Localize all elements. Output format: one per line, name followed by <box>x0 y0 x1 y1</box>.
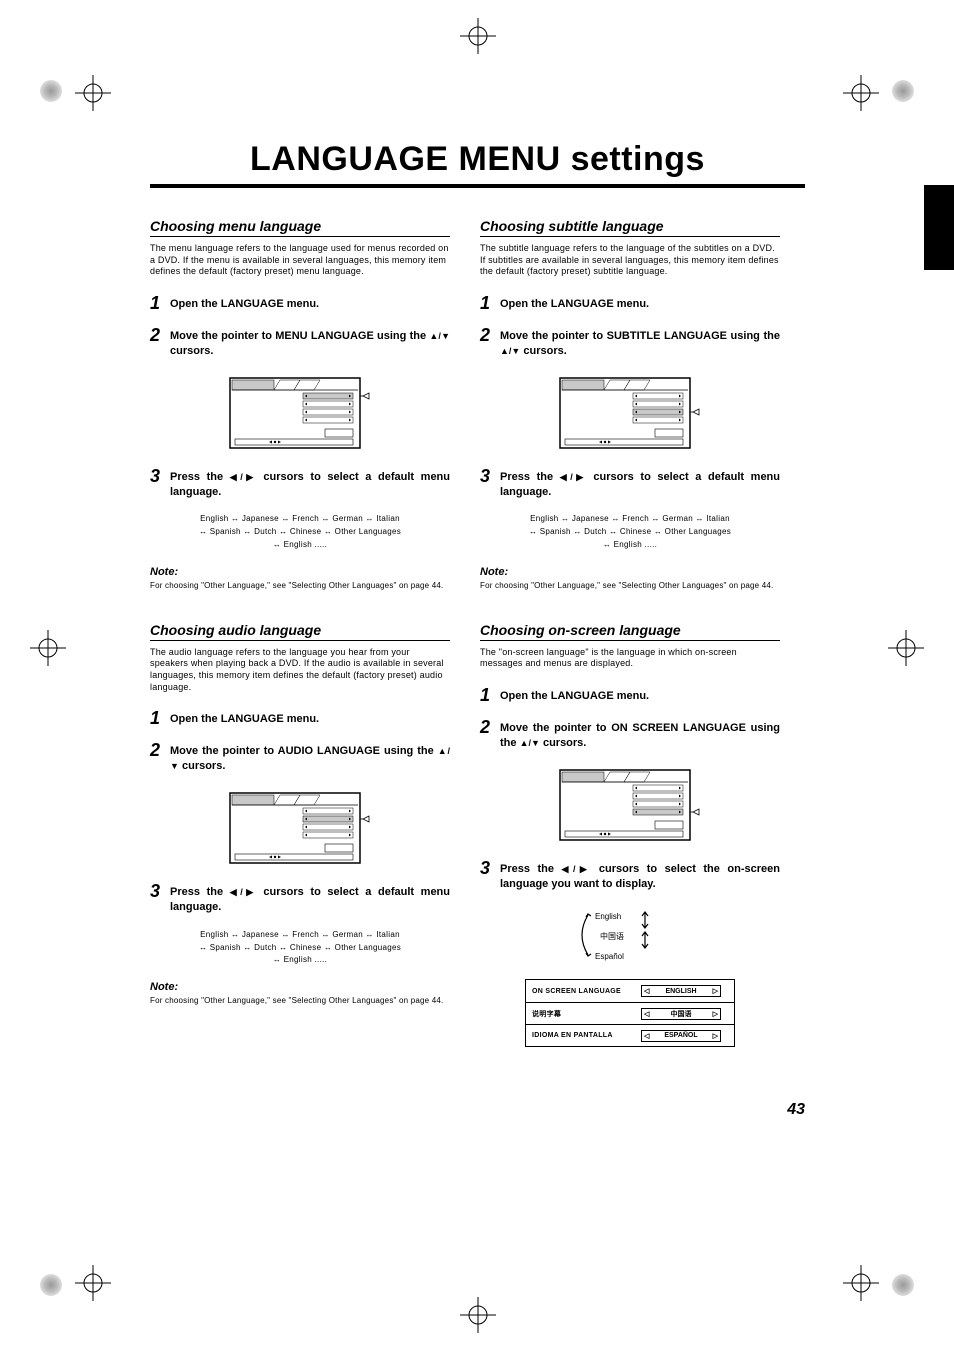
step-number: 2 <box>150 741 164 759</box>
step: 2 Move the pointer to MENU LANGUAGE usin… <box>150 326 450 359</box>
section-sub-menu: The menu language refers to the language… <box>150 243 450 278</box>
step-text: Press the ◀/▶ cursors to select a defaul… <box>170 467 450 500</box>
right-column: Choosing subtitle language The subtitle … <box>480 218 780 1051</box>
step-number: 1 <box>150 709 164 727</box>
step-number: 3 <box>480 467 494 485</box>
osl-value: ◁ESPAÑOL▷ <box>641 1030 721 1042</box>
menu-diagram <box>480 765 780 845</box>
note-heading: Note: <box>480 566 780 578</box>
step-text: Move the pointer to AUDIO LANGUAGE using… <box>170 741 450 774</box>
crop-dot <box>40 80 62 102</box>
note-heading: Note: <box>150 981 450 993</box>
title-rule <box>150 184 805 188</box>
step: 2 Move the pointer to AUDIO LANGUAGE usi… <box>150 741 450 774</box>
menu-diagram <box>150 788 450 868</box>
table-row: IDIOMA EN PANTALLA ◁ESPAÑOL▷ <box>526 1024 734 1046</box>
title-light: settings <box>571 140 705 178</box>
updown-icon: ▲/▼ <box>429 331 450 341</box>
step-text: Move the pointer to MENU LANGUAGE using … <box>170 326 450 359</box>
note-heading: Note: <box>150 566 450 578</box>
step-number: 3 <box>150 882 164 900</box>
svg-text:Español: Español <box>595 952 624 961</box>
onscreen-cycle: English 中国语 Español <box>480 905 780 965</box>
step-number: 1 <box>480 294 494 312</box>
step: 3 Press the ◀/▶ cursors to select a defa… <box>150 882 450 915</box>
step: 3 Press the ◀/▶ cursors to select the on… <box>480 859 780 892</box>
step: 1 Open the LANGUAGE menu. <box>150 294 450 312</box>
osl-value: ◁ENGLISH▷ <box>641 985 721 997</box>
step: 1 Open the LANGUAGE menu. <box>480 294 780 312</box>
step-number: 3 <box>150 467 164 485</box>
registration-mark <box>843 1265 879 1301</box>
svg-text:English: English <box>595 912 621 921</box>
language-cycle: English ↔ Japanese ↔ French ↔ German ↔ I… <box>480 513 780 551</box>
note-body: For choosing "Other Language," see "Sele… <box>150 996 450 1007</box>
step-number: 3 <box>480 859 494 877</box>
step-number: 2 <box>150 326 164 344</box>
leftright-icon: ◀/▶ <box>562 864 592 874</box>
menu-diagram <box>150 373 450 453</box>
registration-mark <box>888 630 924 666</box>
registration-mark <box>75 75 111 111</box>
registration-mark <box>460 18 496 54</box>
table-row: 说明字幕 ◁中国语▷ <box>526 1002 734 1024</box>
step-number: 1 <box>150 294 164 312</box>
step: 1 Open the LANGUAGE menu. <box>480 686 780 704</box>
table-row: ON SCREEN LANGUAGE ◁ENGLISH▷ <box>526 980 734 1002</box>
section-heading-menu: Choosing menu language <box>150 218 450 237</box>
updown-icon: ▲/▼ <box>520 738 540 748</box>
onscreen-table: ON SCREEN LANGUAGE ◁ENGLISH▷ 说明字幕 ◁中国语▷ … <box>525 979 735 1047</box>
language-cycle: English ↔ Japanese ↔ French ↔ German ↔ I… <box>150 929 450 967</box>
step-text: Open the LANGUAGE menu. <box>500 686 780 704</box>
registration-mark <box>30 630 66 666</box>
step-text: Open the LANGUAGE menu. <box>170 294 450 312</box>
step-text: Open the LANGUAGE menu. <box>170 709 450 727</box>
page-number: 43 <box>150 1101 805 1119</box>
crop-dot <box>892 1274 914 1296</box>
step-text: Press the ◀/▶ cursors to select a defaul… <box>500 467 780 500</box>
step-number: 2 <box>480 718 494 736</box>
crop-dot <box>892 80 914 102</box>
note-body: For choosing "Other Language," see "Sele… <box>150 581 450 592</box>
osl-label: 说明字幕 <box>526 1009 641 1019</box>
language-cycle: English ↔ Japanese ↔ French ↔ German ↔ I… <box>150 513 450 551</box>
section-sub-audio: The audio language refers to the languag… <box>150 647 450 694</box>
registration-mark <box>843 75 879 111</box>
step: 3 Press the ◀/▶ cursors to select a defa… <box>480 467 780 500</box>
step: 2 Move the pointer to ON SCREEN LANGUAGE… <box>480 718 780 751</box>
step-number: 1 <box>480 686 494 704</box>
osl-label: ON SCREEN LANGUAGE <box>526 988 641 995</box>
leftright-icon: ◀/▶ <box>230 887 257 897</box>
updown-icon: ▲/▼ <box>500 346 520 356</box>
osl-label: IDIOMA EN PANTALLA <box>526 1032 641 1039</box>
side-tab <box>924 185 954 270</box>
registration-mark <box>75 1265 111 1301</box>
menu-diagram <box>480 373 780 453</box>
step-text: Press the ◀/▶ cursors to select the on-s… <box>500 859 780 892</box>
step: 2 Move the pointer to SUBTITLE LANGUAGE … <box>480 326 780 359</box>
section-heading-audio: Choosing audio language <box>150 622 450 641</box>
step-text: Press the ◀/▶ cursors to select a defaul… <box>170 882 450 915</box>
step: 3 Press the ◀/▶ cursors to select a defa… <box>150 467 450 500</box>
step-text: Move the pointer to SUBTITLE LANGUAGE us… <box>500 326 780 359</box>
title-bold: LANGUAGE MENU <box>250 140 561 178</box>
section-heading-subtitle: Choosing subtitle language <box>480 218 780 237</box>
step-text: Move the pointer to ON SCREEN LANGUAGE u… <box>500 718 780 751</box>
section-heading-onscreen: Choosing on-screen language <box>480 622 780 641</box>
crop-dot <box>40 1274 62 1296</box>
step: 1 Open the LANGUAGE menu. <box>150 709 450 727</box>
step-number: 2 <box>480 326 494 344</box>
step-text: Open the LANGUAGE menu. <box>500 294 780 312</box>
left-column: Choosing menu language The menu language… <box>150 218 450 1051</box>
leftright-icon: ◀/▶ <box>560 472 587 482</box>
note-body: For choosing "Other Language," see "Sele… <box>480 581 780 592</box>
osl-value: ◁中国语▷ <box>641 1008 721 1020</box>
registration-mark <box>460 1297 496 1333</box>
svg-text:中国语: 中国语 <box>600 931 624 941</box>
page-title: LANGUAGE MENU settings <box>150 140 805 184</box>
leftright-icon: ◀/▶ <box>230 472 257 482</box>
section-sub-subtitle: The subtitle language refers to the lang… <box>480 243 780 278</box>
section-sub-onscreen: The "on-screen language" is the language… <box>480 647 780 670</box>
